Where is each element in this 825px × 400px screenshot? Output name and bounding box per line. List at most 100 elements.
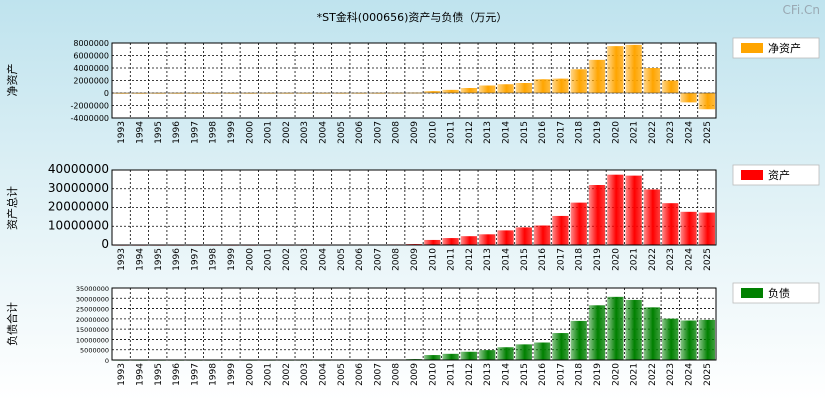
y-tick-label: 8000000 [73,39,109,48]
x-tick-label: 2022 [648,121,658,144]
bar-2013 [479,234,496,245]
x-tick-label: 2005 [337,121,347,144]
x-tick-label: 1996 [172,121,182,144]
bar-2016 [533,342,551,360]
bar-2014 [497,230,514,245]
x-tick-label: 2024 [685,363,695,386]
legend-swatch [741,170,763,180]
x-tick-label: 2020 [611,121,621,144]
bar-2014 [497,84,514,93]
y-tick-label: -4000000 [70,114,109,123]
bar-2015 [515,227,532,245]
x-tick-label: 2007 [373,248,383,271]
x-tick-label: 2008 [392,248,402,271]
x-tick-label: 2009 [410,363,420,386]
x-tick-label: 2015 [520,121,530,144]
x-tick-label: 2012 [465,363,475,386]
x-tick-label: 2009 [410,121,420,144]
x-tick-label: 2018 [575,121,585,144]
x-tick-label: 2018 [575,248,585,271]
x-tick-label: 2025 [703,121,713,144]
x-tick-label: 1994 [135,248,145,271]
x-tick-label: 2005 [337,248,347,271]
x-tick-label: 2003 [300,248,310,271]
x-tick-label: 1995 [154,248,164,271]
x-tick-label: 2020 [611,363,621,386]
x-tick-label: 2014 [502,121,512,144]
bar-2010 [424,355,441,360]
bar-2023 [662,203,679,245]
plot-area [112,288,716,360]
y-tick-label: 10000000 [76,336,109,344]
y-tick-label: 40000000 [48,162,109,176]
x-tick-label: 2009 [410,248,420,271]
x-tick-label: 1993 [117,363,127,386]
x-tick-label: 2019 [593,121,603,144]
x-tick-label: 2006 [355,121,365,144]
legend: 净资产 [732,37,820,59]
x-tick-label: 2013 [483,248,493,271]
x-tick-label: 2012 [465,248,475,271]
bar-2020 [607,296,624,360]
panel-1: -4000000 -2000000 0 2000000 4000000 6000000 80… [5,37,820,144]
x-tick-label: 1994 [135,363,145,386]
x-tick-label: 2005 [337,363,347,386]
bar-2024 [680,211,697,245]
plot-frame [111,169,717,246]
panel-3: 0 5000000 10000000 15000000 20000000 25000000… [5,282,820,386]
bar-2013 [479,85,496,93]
bar-2011 [442,89,459,93]
x-tick-label: 2002 [282,248,292,271]
bar-2025 [698,93,715,110]
x-tick-label: 1994 [135,121,145,144]
chart-title: *ST金科(000656)资产与负债（万元） [317,10,508,24]
x-tick-label: 2016 [538,121,548,144]
y-tick-label: 2000000 [73,77,109,86]
bar-2019 [588,59,606,93]
bar-2017 [552,78,569,93]
plot-frame [111,287,717,361]
x-tick-label: 1995 [154,363,164,386]
bar-2021 [625,175,642,245]
x-tick-label: 2012 [465,121,475,144]
x-tick-label: 1999 [227,121,237,144]
x-tick-label: 2011 [447,248,457,271]
x-tick-label: 2015 [520,248,530,271]
y-tick-label: 6000000 [73,52,109,61]
x-tick-label: 2021 [630,121,640,144]
y-tick-label: 0 [101,237,109,251]
bar-2022 [643,307,661,360]
bar-2020 [607,174,624,245]
bar-2010 [424,91,441,93]
x-tick-label: 2014 [502,248,512,271]
x-tick-label: 2015 [520,363,530,386]
y-tick-label: 10000000 [48,218,109,232]
x-tick-label: 2003 [300,121,310,144]
x-tick-label: 2000 [245,363,255,386]
bar-2016 [533,79,551,93]
x-tick-label: 2024 [685,121,695,144]
x-tick-label: 2011 [447,363,457,386]
bar-2016 [533,225,551,245]
bar-2012 [460,236,478,245]
y-tick-label: 30000000 [76,295,109,303]
x-tick-label: 1993 [117,248,127,271]
x-tick-label: 1996 [172,248,182,271]
bar-2011 [442,238,459,245]
y-tick-label: 4000000 [73,64,109,73]
x-tick-label: 2008 [392,121,402,144]
bar-2018 [570,69,587,93]
x-tick-label: 1998 [209,121,219,144]
x-tick-label: 1998 [209,363,219,386]
bar-2017 [552,333,569,360]
bar-2012 [460,88,478,93]
x-tick-label: 2010 [428,363,438,386]
x-tick-label: 2018 [575,363,585,386]
bar-2015 [515,83,532,93]
x-tick-label: 2002 [282,363,292,386]
x-tick-label: 2016 [538,248,548,271]
bar-2021 [625,44,642,93]
y-tick-label: 20000000 [48,200,109,214]
x-tick-label: 2007 [373,121,383,144]
x-tick-label: 2021 [630,363,640,386]
